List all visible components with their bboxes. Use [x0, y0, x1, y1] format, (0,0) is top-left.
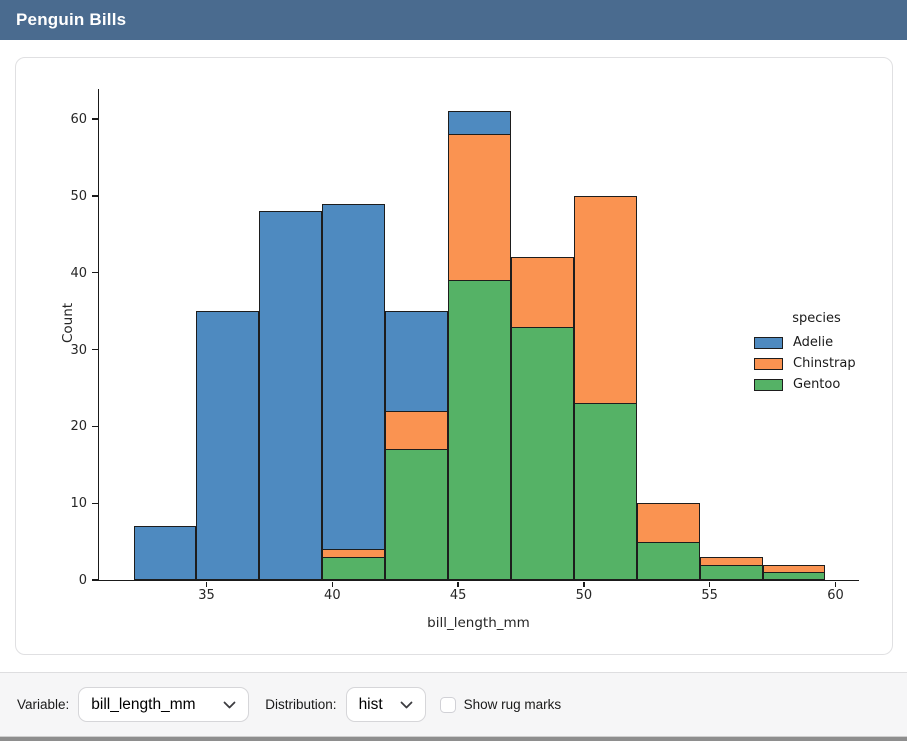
- histogram-bar-segment: [322, 549, 386, 557]
- y-tick-label: 30: [70, 342, 87, 358]
- chart-card: Count 35 40 45 50 55 60 0 10 20 30 40 50 60 species …: [15, 57, 893, 655]
- distribution-label: Distribution:: [265, 697, 337, 712]
- x-tick-label: 45: [449, 588, 467, 603]
- y-tick-mark: [92, 348, 98, 351]
- y-tick-mark: [92, 195, 98, 197]
- y-tick-label: 20: [70, 419, 87, 435]
- legend-label: Adelie: [793, 335, 834, 350]
- page-title: Penguin Bills: [16, 10, 127, 29]
- variable-dropdown-value: bill_length_mm: [91, 695, 196, 713]
- histogram-bar-segment: [762, 564, 826, 573]
- distribution-dropdown[interactable]: hist: [345, 687, 426, 722]
- legend: species Adelie Chinstrap Gentoo: [744, 311, 889, 395]
- y-tick-mark: [92, 272, 98, 274]
- ticks-layer: 35 40 45 50 55 60 0 10 20 30 40 50 60: [70, 89, 859, 603]
- bottom-strip: [0, 737, 907, 741]
- histogram-bar-segment: [573, 403, 637, 580]
- x-tick-label: 35: [198, 588, 215, 603]
- histogram-bar-segment: [699, 556, 763, 565]
- histogram-bar-segment: [448, 280, 511, 580]
- y-tick-label: 50: [70, 188, 87, 204]
- legend-label: Chinstrap: [793, 356, 856, 371]
- histogram-bar-segment: [573, 195, 637, 404]
- plot-area: 35 40 45 50 55 60 0 10 20 30 40 50 60 species Adelie…: [70, 89, 859, 603]
- chevron-down-icon: [400, 701, 412, 708]
- bars-layer: [99, 89, 859, 580]
- histogram-bar-segment: [385, 449, 449, 580]
- x-tick-mark: [205, 581, 208, 587]
- histogram-bar-segment: [196, 311, 260, 580]
- histogram-bar-segment: [510, 257, 574, 327]
- header: Penguin Bills: [0, 0, 907, 40]
- legend-swatch: [754, 336, 783, 349]
- show-rug-checkbox[interactable]: [439, 696, 456, 713]
- histogram-bar-segment: [259, 211, 323, 580]
- legend-swatch: [754, 378, 783, 391]
- legend-entry: Gentoo: [744, 374, 889, 395]
- histogram-bar-segment: [448, 134, 511, 281]
- histogram-bar-segment: [133, 526, 197, 580]
- y-tick-mark: [92, 425, 98, 428]
- histogram-bar-segment: [322, 556, 386, 580]
- y-tick-label: 40: [70, 265, 87, 281]
- legend-swatch: [754, 357, 783, 370]
- histogram-bar-segment: [636, 541, 700, 580]
- histogram-bar-segment: [699, 564, 763, 580]
- y-tick-label: 0: [78, 573, 87, 588]
- x-tick-label: 50: [575, 588, 593, 603]
- y-tick-mark: [92, 118, 98, 120]
- y-tick-mark: [92, 579, 98, 581]
- x-tick-label: 60: [827, 588, 844, 603]
- histogram-bar-segment: [385, 311, 449, 412]
- show-rug-label[interactable]: Show rug marks: [463, 697, 562, 712]
- y-tick-label: 60: [70, 112, 87, 128]
- distribution-dropdown-value: hist: [358, 695, 383, 713]
- x-tick-mark: [331, 581, 333, 587]
- bottom-divider: [0, 736, 907, 737]
- legend-entry: Chinstrap: [744, 353, 889, 374]
- legend-title: species: [792, 311, 841, 326]
- variable-label: Variable:: [17, 697, 70, 712]
- histogram-bar-segment: [636, 503, 700, 542]
- chevron-down-icon: [223, 701, 236, 708]
- histogram-bar-segment: [448, 111, 511, 135]
- legend-label: Gentoo: [793, 377, 841, 392]
- legend-entries: Adelie Chinstrap Gentoo: [744, 332, 889, 395]
- legend-entry: Adelie: [744, 332, 889, 353]
- histogram-bar-segment: [762, 572, 826, 580]
- histogram-bar-segment: [385, 411, 449, 450]
- x-tick-mark: [709, 581, 711, 587]
- histogram-bar-segment: [322, 203, 386, 550]
- x-tick-mark: [834, 581, 837, 587]
- x-tick-label: 40: [324, 588, 341, 603]
- x-tick-label: 55: [701, 588, 718, 603]
- y-tick-label: 10: [70, 496, 87, 512]
- y-tick-mark: [92, 502, 98, 504]
- variable-dropdown[interactable]: bill_length_mm: [78, 687, 250, 722]
- x-axis-label: bill_length_mm: [427, 615, 530, 631]
- histogram-bar-segment: [510, 326, 574, 580]
- x-tick-mark: [457, 581, 459, 587]
- controls-bar: Variable: bill_length_mm Distribution: h…: [0, 672, 907, 736]
- x-tick-mark: [583, 581, 585, 587]
